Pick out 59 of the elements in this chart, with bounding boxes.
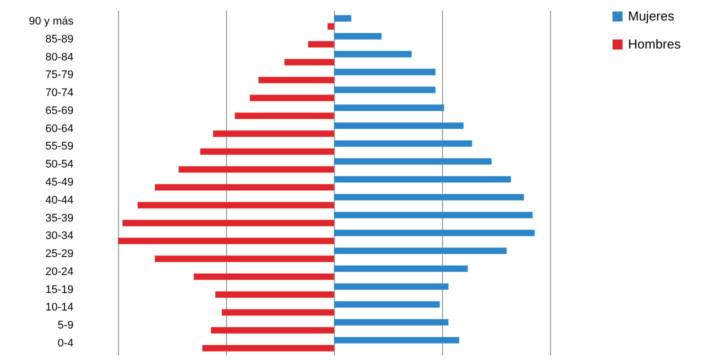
bar <box>334 15 352 22</box>
bar <box>222 309 334 316</box>
bar <box>334 212 533 218</box>
bar <box>284 58 334 66</box>
legend-label: Hombres <box>628 36 682 52</box>
bar <box>334 265 468 272</box>
y-tick-label: 20-24 <box>45 266 74 278</box>
bar <box>334 86 436 94</box>
bar <box>154 184 334 191</box>
bar <box>178 166 334 173</box>
bar <box>210 327 334 334</box>
bar <box>215 291 334 298</box>
y-tick-label: 10-14 <box>45 302 74 314</box>
bar <box>334 33 382 40</box>
bar <box>234 112 334 120</box>
y-tick-label: 30-34 <box>45 230 74 242</box>
bar <box>334 301 440 308</box>
legend-label: Mujeres <box>628 8 675 24</box>
y-tick-label: 65-69 <box>45 104 74 117</box>
bar <box>334 194 524 200</box>
y-tick-label: 55-59 <box>45 140 74 153</box>
bar <box>328 23 334 30</box>
y-tick-label: 45-49 <box>45 176 74 188</box>
y-tick-label: 85-89 <box>45 33 74 46</box>
y-tick-label: 40-44 <box>45 194 74 206</box>
bar <box>200 148 334 155</box>
bar <box>334 319 448 326</box>
y-tick-label: 0-4 <box>58 337 74 350</box>
bar <box>334 158 492 165</box>
bar <box>334 122 464 129</box>
bar <box>308 41 334 48</box>
bar <box>118 238 334 244</box>
bar <box>334 248 507 254</box>
y-tick-label: 75-79 <box>45 69 74 82</box>
y-tick-label: 50-54 <box>45 158 74 171</box>
y-tick-label: 15-19 <box>45 284 74 296</box>
bar <box>334 68 436 76</box>
bar <box>194 273 334 280</box>
bar <box>334 283 448 290</box>
y-tick-label: 70-74 <box>45 87 74 100</box>
bar <box>122 220 334 226</box>
y-tick-label: 25-29 <box>45 248 74 260</box>
bar <box>334 230 535 236</box>
bar <box>334 104 444 111</box>
bar <box>334 140 472 147</box>
bar <box>154 256 334 262</box>
bar <box>138 202 334 208</box>
y-tick-label: 60-64 <box>45 122 74 135</box>
bar <box>334 176 511 182</box>
bar <box>334 336 460 344</box>
bar <box>202 344 334 352</box>
y-tick-label: 5-9 <box>58 320 74 332</box>
bar <box>334 50 412 58</box>
bar <box>213 130 334 137</box>
y-tick-label: 80-84 <box>45 51 74 64</box>
bar <box>258 76 334 84</box>
y-tick-label: 35-39 <box>45 212 74 224</box>
y-tick-label: 90 y más <box>28 16 74 28</box>
bar <box>250 94 334 102</box>
